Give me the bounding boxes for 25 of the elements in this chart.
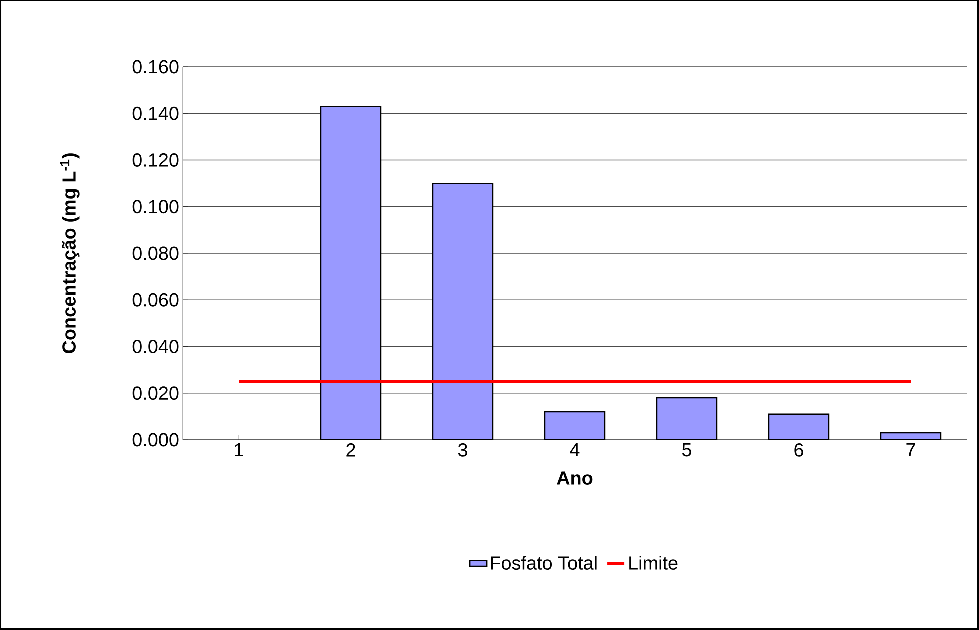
x-tick-label: 4 <box>570 444 580 457</box>
x-tick-label: 3 <box>458 444 468 457</box>
y-tick-label: 0.120 <box>132 154 179 167</box>
y-tick-label: 0.020 <box>132 386 179 400</box>
legend-label: Limite <box>630 556 678 570</box>
y-tick-label: 0.140 <box>132 106 179 120</box>
x-tick-label: 2 <box>346 444 356 457</box>
x-tick-label: 6 <box>794 444 804 457</box>
y-tick-label: 0.060 <box>132 293 179 307</box>
bar <box>656 397 718 440</box>
x-tick-label: 7 <box>906 444 916 457</box>
bar <box>544 411 606 440</box>
x-tick-label: 5 <box>682 444 692 457</box>
y-tick-label: 0.080 <box>132 246 179 260</box>
y-tick-label: 0.040 <box>132 340 179 354</box>
x-tick-label: 1 <box>235 444 244 457</box>
bar <box>432 182 494 440</box>
y-axis-title: Concentração (mg L$^{-1}$) <box>60 154 80 354</box>
bar <box>768 414 830 440</box>
y-tick-label: 0.100 <box>132 200 179 214</box>
bar <box>320 106 382 440</box>
y-tick-label: 0.160 <box>132 60 179 74</box>
x-axis-title: Ano <box>557 472 593 485</box>
y-tick-label: 0.000 <box>132 433 179 447</box>
legend-label: Fosfato Total <box>491 556 597 570</box>
